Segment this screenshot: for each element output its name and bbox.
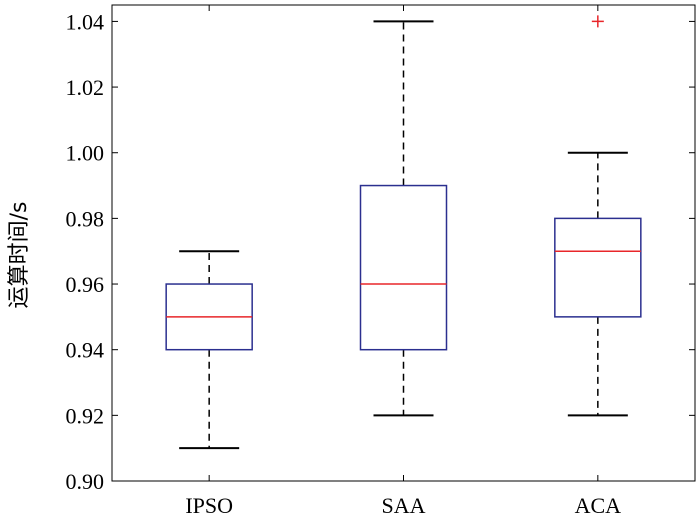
y-tick-label: 0.96 xyxy=(66,272,105,297)
y-tick-label: 0.94 xyxy=(66,338,105,363)
y-tick-label: 1.04 xyxy=(66,9,105,34)
box-saa xyxy=(359,184,448,351)
y-tick-label: 1.02 xyxy=(66,75,105,100)
x-tick-label-saa: SAA xyxy=(381,493,425,518)
y-tick-label: 0.90 xyxy=(66,469,105,494)
y-tick-label: 0.98 xyxy=(66,206,105,231)
y-tick-label: 1.00 xyxy=(66,141,105,166)
x-tick-label-ipso: IPSO xyxy=(185,493,233,518)
y-axis-label: 运算时间/s xyxy=(7,202,32,309)
box-aca xyxy=(554,217,642,318)
x-tick-label-aca: ACA xyxy=(575,493,622,518)
y-tick-label: 0.92 xyxy=(66,403,105,428)
plot-area-frame xyxy=(111,4,696,482)
outlier-marker-aca xyxy=(591,15,604,28)
